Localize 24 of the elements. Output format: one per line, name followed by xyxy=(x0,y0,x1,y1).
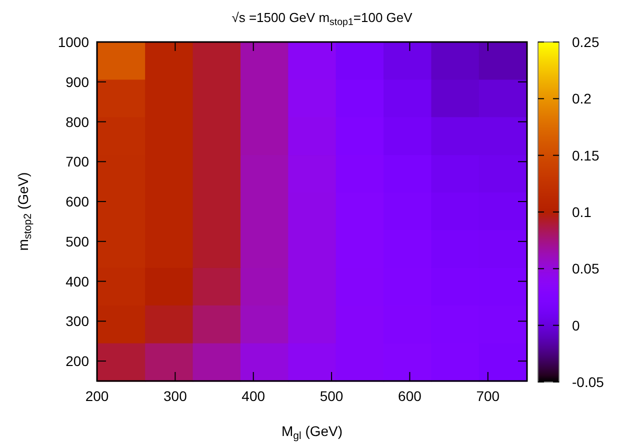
y-tick-label: 1000 xyxy=(58,34,90,50)
color-bar-label: 0.15 xyxy=(572,147,600,164)
color-bar-label: 0.1 xyxy=(572,204,592,220)
y-tick-label: 800 xyxy=(66,114,90,130)
x-tick-label: 300 xyxy=(164,388,188,404)
chart-title: √s =1500 GeV m$_{stop1}$=100 GeV xyxy=(232,10,413,28)
y-tick-label: 200 xyxy=(66,353,90,370)
x-tick-label: 400 xyxy=(242,388,266,404)
x-tick-label: 200 xyxy=(85,388,109,404)
x-axis-title: M$_{gl}$ (GeV) xyxy=(281,423,343,442)
x-tick-label: 600 xyxy=(398,388,422,404)
color-bar-label: -0.05 xyxy=(572,374,604,390)
color-bar-label: 0.2 xyxy=(572,90,592,107)
y-tick-label: 900 xyxy=(66,74,90,90)
x-tick-label: 500 xyxy=(320,388,344,404)
y-tick-label: 300 xyxy=(66,313,90,330)
color-bar-label: 0.05 xyxy=(572,260,600,277)
y-tick-label: 700 xyxy=(66,154,90,170)
y-tick-label: 500 xyxy=(66,233,90,250)
y-tick-label: 400 xyxy=(66,273,90,290)
x-tick-label: 700 xyxy=(476,388,500,404)
color-bar-label: 0 xyxy=(572,317,580,334)
y-tick-label: 600 xyxy=(66,194,90,210)
color-bar-label: 0.25 xyxy=(572,34,600,50)
